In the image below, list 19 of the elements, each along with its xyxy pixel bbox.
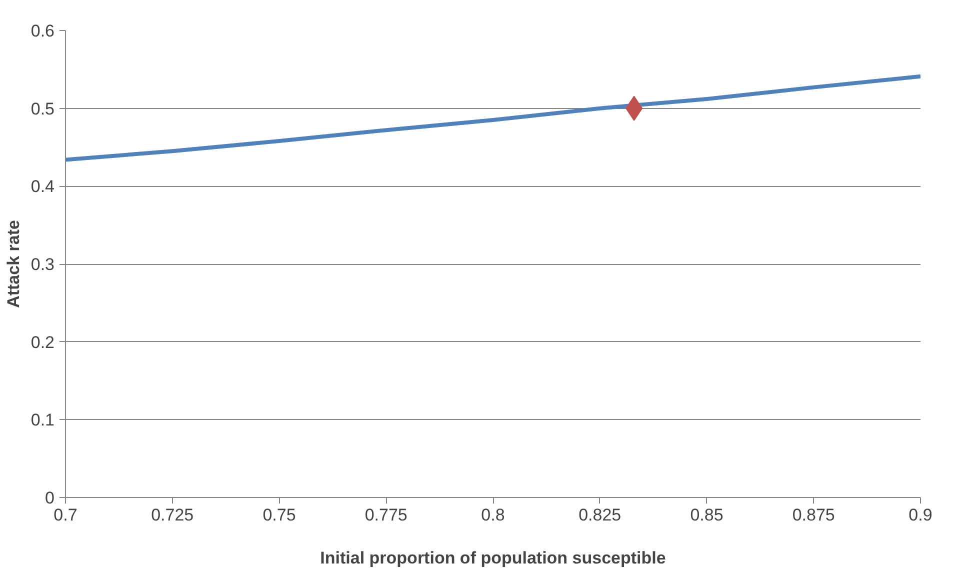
y-tick-label: 0.1 [30,410,55,430]
x-tick-label: 0.775 [364,506,408,524]
y-tick-label: 0.6 [30,22,55,40]
line-series [66,74,920,162]
x-tick-label: 0.875 [792,506,835,524]
y-axis-title: Attack rate [4,220,23,308]
x-tick-label: 0.8 [481,506,505,524]
x-tick-label: 0.9 [908,506,932,524]
x-tick-label: 0.7 [54,506,78,524]
y-tick-label: 0 [45,488,55,508]
y-tick-label: 0.4 [30,177,55,196]
x-tick-label: 0.725 [151,506,194,524]
y-tick-label: 0.5 [30,99,55,118]
x-tick-label: 0.825 [578,506,622,524]
x-tick-label: 0.85 [690,506,724,524]
y-tick-label: 0.3 [30,255,55,274]
y-tick-label: 0.2 [30,332,55,352]
x-tick-label: 0.75 [262,506,296,524]
x-axis-title: Initial proportion of population susceptible [320,548,666,568]
